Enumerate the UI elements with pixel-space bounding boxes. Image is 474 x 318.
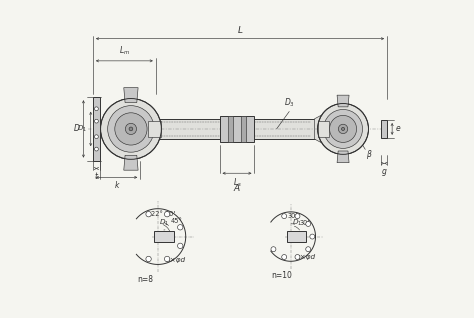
- Text: n=8: n=8: [137, 274, 153, 284]
- Text: $L_s$: $L_s$: [233, 177, 241, 189]
- Circle shape: [318, 103, 368, 154]
- Text: $D_1$: $D_1$: [292, 218, 302, 228]
- Circle shape: [282, 214, 287, 218]
- Circle shape: [146, 211, 151, 217]
- Bar: [219, 116, 255, 142]
- Circle shape: [282, 254, 287, 259]
- Circle shape: [125, 123, 137, 135]
- Text: $D_1$: $D_1$: [77, 124, 87, 134]
- Circle shape: [94, 147, 98, 151]
- Circle shape: [338, 124, 348, 134]
- Polygon shape: [148, 114, 157, 144]
- Text: k: k: [114, 181, 119, 190]
- Text: n=10: n=10: [271, 271, 292, 280]
- Text: $L_m$: $L_m$: [119, 45, 130, 57]
- Text: L: L: [237, 26, 243, 35]
- Circle shape: [94, 119, 98, 123]
- Circle shape: [178, 225, 183, 230]
- Text: 22° 30': 22° 30': [151, 211, 175, 217]
- Circle shape: [310, 234, 315, 239]
- Circle shape: [295, 254, 300, 259]
- Text: 45°: 45°: [170, 218, 182, 224]
- Circle shape: [108, 106, 154, 152]
- Text: g: g: [382, 167, 387, 176]
- Bar: [93, 97, 100, 161]
- Circle shape: [164, 256, 170, 262]
- Text: D: D: [74, 124, 80, 134]
- Bar: [157, 119, 315, 139]
- Circle shape: [329, 115, 356, 142]
- Text: β: β: [366, 150, 371, 159]
- Text: A: A: [234, 184, 240, 193]
- Polygon shape: [337, 95, 349, 107]
- Polygon shape: [124, 88, 138, 102]
- Circle shape: [306, 221, 310, 226]
- Bar: [318, 121, 329, 137]
- Circle shape: [295, 214, 300, 218]
- Bar: [241, 116, 246, 142]
- Circle shape: [271, 247, 276, 252]
- Circle shape: [94, 107, 98, 111]
- Circle shape: [324, 109, 363, 149]
- Circle shape: [146, 256, 151, 262]
- Bar: [287, 231, 306, 242]
- Text: n×φd: n×φd: [296, 254, 316, 260]
- Circle shape: [129, 127, 133, 131]
- Bar: [154, 231, 174, 242]
- Circle shape: [115, 113, 147, 145]
- Circle shape: [164, 211, 170, 217]
- Circle shape: [94, 135, 98, 139]
- Circle shape: [100, 99, 161, 159]
- Polygon shape: [124, 155, 138, 170]
- Text: 30': 30': [299, 220, 310, 226]
- Polygon shape: [337, 151, 349, 163]
- Text: e: e: [396, 124, 401, 134]
- Text: t: t: [95, 172, 98, 181]
- Bar: [228, 116, 233, 142]
- Text: $D_3$: $D_3$: [284, 97, 295, 109]
- Text: $D_1$: $D_1$: [159, 218, 169, 228]
- Circle shape: [306, 247, 310, 252]
- Bar: [382, 120, 387, 138]
- Polygon shape: [315, 114, 324, 144]
- Text: 30': 30': [288, 213, 298, 219]
- Bar: [148, 121, 161, 137]
- Text: n×φd: n×φd: [166, 257, 186, 263]
- Circle shape: [178, 243, 183, 249]
- Circle shape: [341, 128, 345, 130]
